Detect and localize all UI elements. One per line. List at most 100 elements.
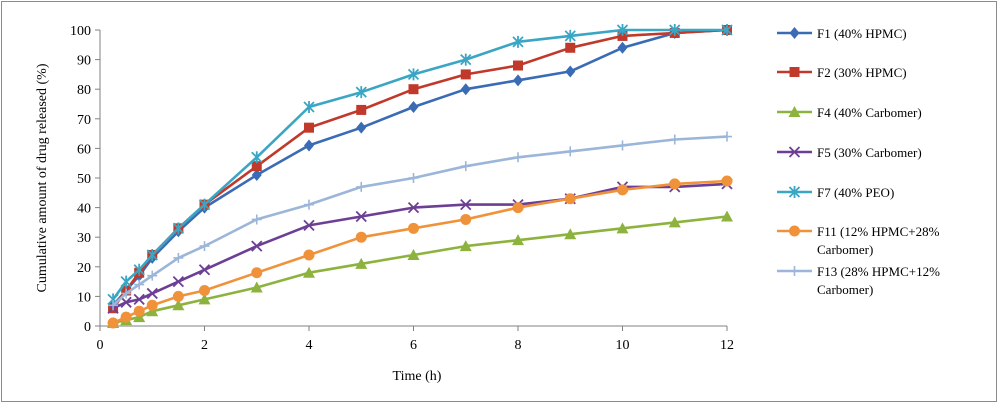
data-point bbox=[147, 270, 158, 281]
data-point bbox=[251, 240, 263, 252]
data-point bbox=[303, 266, 315, 278]
y-tick-label: 70 bbox=[77, 113, 91, 128]
legend-label: F7 (40% PEO) bbox=[817, 185, 894, 200]
data-point bbox=[120, 311, 132, 323]
data-point bbox=[355, 257, 368, 269]
y-tick-label: 0 bbox=[84, 320, 91, 335]
x-tick-label: 4 bbox=[306, 338, 313, 353]
legend-entry-6: F11 (12% HPMC+28% Carbomer) bbox=[777, 224, 940, 257]
data-point bbox=[198, 198, 211, 211]
y-tick-label: 100 bbox=[70, 24, 91, 39]
data-point bbox=[616, 222, 629, 234]
legend: F1 (40% HPMC) F2 (30% HPMC) F4 (40% Carbom… bbox=[777, 26, 940, 297]
data-point bbox=[408, 173, 419, 183]
data-point bbox=[460, 53, 472, 66]
series-line bbox=[112, 28, 727, 301]
data-point bbox=[460, 213, 472, 225]
data-point bbox=[512, 35, 524, 48]
legend-entry-1: F1 (40% HPMC) bbox=[777, 26, 907, 41]
data-point bbox=[721, 175, 733, 187]
data-point bbox=[617, 140, 628, 151]
data-point bbox=[120, 296, 132, 308]
legend-swatch-marker bbox=[788, 186, 801, 198]
data-point bbox=[616, 24, 629, 36]
data-point bbox=[250, 281, 263, 293]
data-point bbox=[173, 252, 184, 263]
data-point bbox=[199, 241, 210, 252]
data-point bbox=[669, 134, 680, 145]
data-point bbox=[120, 275, 132, 288]
y-tick-label: 10 bbox=[77, 290, 91, 305]
axes: 0 10 20 30 40 50 60 70 80 90 100 0 2 4 6 8 10 12 bbox=[70, 24, 734, 353]
y-tick-label: 30 bbox=[77, 231, 91, 246]
data-point bbox=[251, 267, 263, 279]
x-tick-label: 0 bbox=[97, 338, 104, 353]
legend-swatch-marker bbox=[788, 146, 801, 158]
x-tick-label: 8 bbox=[515, 338, 522, 353]
data-point bbox=[722, 131, 732, 142]
data-point bbox=[172, 275, 185, 288]
y-tick-label: 20 bbox=[77, 261, 91, 276]
data-point bbox=[199, 284, 210, 296]
legend-swatch-marker bbox=[789, 225, 800, 237]
data-point bbox=[408, 222, 419, 234]
series-line bbox=[112, 182, 728, 310]
data-point bbox=[304, 199, 314, 210]
data-point bbox=[721, 210, 733, 222]
series-7 bbox=[108, 131, 732, 311]
legend-entry-4: F5 (30% Carbomer) bbox=[777, 145, 922, 160]
x-axis-title: Time (h) bbox=[393, 369, 442, 384]
data-point bbox=[513, 60, 523, 71]
legend-entry-3: F4 (40% Carbomer) bbox=[777, 105, 922, 120]
data-point bbox=[564, 193, 576, 205]
data-point bbox=[669, 24, 681, 36]
data-point bbox=[198, 293, 211, 305]
data-point bbox=[303, 100, 315, 113]
data-point bbox=[172, 222, 185, 235]
data-point bbox=[355, 210, 367, 223]
data-point bbox=[251, 161, 262, 172]
y-axis-title: Cumulative amount of drug released (%) bbox=[35, 63, 50, 292]
data-point bbox=[303, 249, 315, 261]
series-layer bbox=[107, 24, 733, 329]
data-point bbox=[721, 24, 733, 36]
data-point bbox=[459, 240, 472, 252]
data-point bbox=[134, 279, 145, 290]
data-point bbox=[121, 288, 132, 299]
data-point bbox=[146, 248, 158, 261]
legend-swatch-marker bbox=[788, 106, 801, 117]
legend-label: F13 (28% HPMC+12% Carbomer) bbox=[817, 264, 940, 297]
data-point bbox=[460, 161, 471, 172]
data-point bbox=[512, 202, 524, 214]
y-tick-label: 90 bbox=[77, 54, 91, 69]
x-tick-label: 2 bbox=[201, 338, 208, 353]
series-line bbox=[112, 28, 728, 307]
data-point bbox=[355, 231, 367, 243]
x-tick-label: 6 bbox=[410, 338, 417, 353]
data-point bbox=[669, 178, 681, 190]
data-point bbox=[408, 84, 419, 95]
data-point bbox=[408, 100, 419, 113]
data-point bbox=[460, 69, 471, 80]
data-point bbox=[356, 181, 367, 192]
series-6 bbox=[107, 175, 733, 329]
legend-entry-2: F2 (30% HPMC) bbox=[777, 65, 907, 80]
data-point bbox=[356, 121, 367, 134]
data-point bbox=[133, 263, 145, 276]
series-line bbox=[112, 135, 728, 307]
data-point bbox=[303, 219, 315, 231]
x-tick-label: 10 bbox=[616, 338, 630, 353]
data-point bbox=[564, 228, 577, 240]
legend-swatch-marker bbox=[789, 27, 800, 39]
data-point bbox=[512, 234, 524, 246]
series-line bbox=[112, 215, 728, 325]
legend-label: F4 (40% Carbomer) bbox=[817, 105, 922, 120]
data-point bbox=[460, 199, 472, 211]
series-5 bbox=[107, 24, 733, 306]
x-tick-label: 12 bbox=[720, 338, 734, 353]
y-tick-label: 50 bbox=[77, 172, 91, 187]
data-point bbox=[304, 139, 314, 152]
data-point bbox=[356, 104, 367, 115]
data-point bbox=[251, 151, 263, 164]
